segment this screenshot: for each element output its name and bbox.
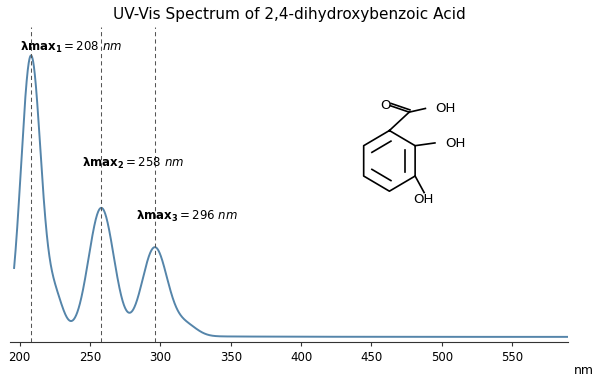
Text: OH: OH [413,193,434,206]
Text: $\mathbf{\lambda}$$\mathbf{max_3}$$ = 296\ nm$: $\mathbf{\lambda}$$\mathbf{max_3}$$ = 29… [136,208,238,224]
Text: nm: nm [574,365,594,378]
Text: $\mathbf{\lambda}$$\mathbf{max_1}$$ = 208\ nm$: $\mathbf{\lambda}$$\mathbf{max_1}$$ = 20… [20,40,122,55]
Text: OH: OH [436,102,455,115]
Text: $\mathbf{\lambda}$$\mathbf{max_2}$$ = 258\ nm$: $\mathbf{\lambda}$$\mathbf{max_2}$$ = 25… [82,156,184,171]
Text: O: O [380,99,391,112]
Title: UV-Vis Spectrum of 2,4-dihydroxybenzoic Acid: UV-Vis Spectrum of 2,4-dihydroxybenzoic … [113,7,466,22]
Text: OH: OH [445,137,465,151]
